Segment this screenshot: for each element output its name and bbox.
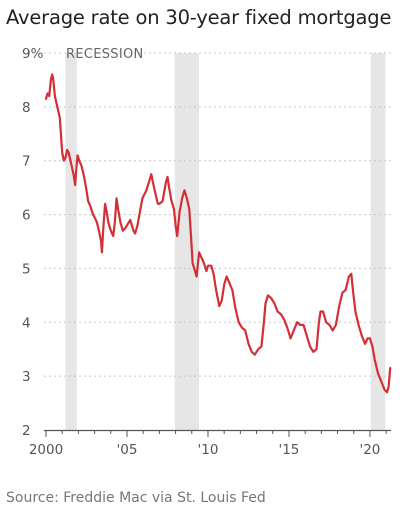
x-tick-label-2000: 2000 <box>29 442 63 458</box>
y-tick-label-9: 9% <box>22 46 44 62</box>
tick-labels: 9% 8 7 6 5 4 3 2 RECESSION 2000 '05 '10 '15 '20 <box>22 46 380 458</box>
x-axis <box>44 429 391 437</box>
rate-line-layer <box>44 73 392 394</box>
x-tick-label-2015: '15 <box>279 442 300 458</box>
y-tick-label-7: 7 <box>22 154 31 170</box>
x-tick-label-2020: '20 <box>359 442 380 458</box>
recession-band-3 <box>370 53 386 430</box>
x-tick-label-2005: '05 <box>117 442 138 458</box>
recession-band-2 <box>174 53 200 430</box>
y-tick-label-3: 3 <box>22 369 31 385</box>
rate-line <box>44 73 392 394</box>
recession-label: RECESSION <box>66 47 144 62</box>
y-tick-label-2: 2 <box>22 423 31 439</box>
recession-band-1 <box>65 53 77 430</box>
chart-title: Average rate on 30-year fixed mortgage <box>6 6 392 29</box>
y-tick-label-5: 5 <box>22 261 31 277</box>
y-tick-label-4: 4 <box>22 315 31 331</box>
x-tick-label-2010: '10 <box>198 442 219 458</box>
y-tick-label-8: 8 <box>22 100 31 116</box>
source-note: Source: Freddie Mac via St. Louis Fed <box>6 490 266 506</box>
recession-bands <box>65 53 386 430</box>
y-tick-label-6: 6 <box>22 208 31 224</box>
grid-lines <box>44 52 391 377</box>
